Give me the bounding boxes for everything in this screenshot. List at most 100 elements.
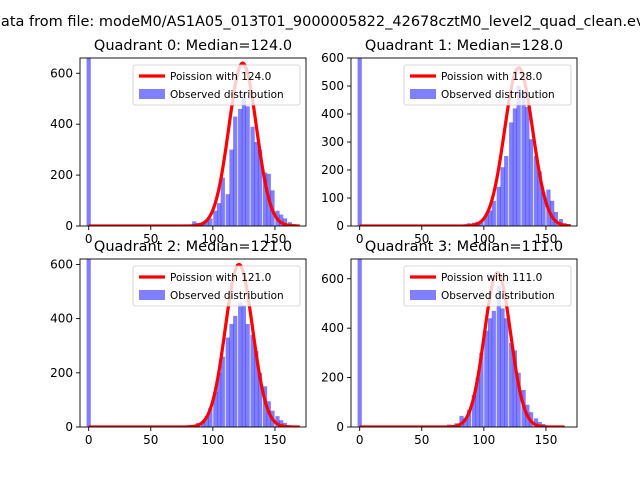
legend-box (403, 265, 572, 307)
histogram-bar (86, 259, 91, 427)
subplot-title: Quadrant 1: Median=128.0 (365, 38, 563, 54)
x-tick-label: 0 (85, 433, 93, 447)
histogram-bar (500, 167, 505, 226)
x-tick-label: 150 (535, 433, 558, 447)
subplot-title: Quadrant 3: Median=111.0 (365, 239, 563, 255)
histogram-bar (504, 156, 509, 226)
histogram-bar (279, 214, 284, 226)
y-tick-label: 400 (50, 117, 73, 131)
histogram-bar (533, 418, 539, 427)
subplot-quadrant-2: 0 50 100 150 0 200 400 600 Quadrant 2: Median=12… (50, 239, 307, 447)
x-tick-label: 0 (85, 232, 93, 246)
histogram-bar (491, 310, 496, 427)
histogram-bar (471, 394, 477, 427)
histogram-bar (233, 116, 238, 226)
subplot-quadrant-0: 0 50 100 150 0 200 400 600 Quadrant 0: Median=12… (50, 38, 307, 246)
histogram-bar (463, 418, 468, 427)
histogram-bar (208, 218, 213, 226)
y-tick-label: 400 (50, 312, 73, 326)
histogram-bar (553, 212, 558, 226)
x-tick-label: 100 (472, 433, 495, 447)
legend: Poission with 111.0 Observed distribution (403, 265, 572, 307)
histogram-bar (516, 372, 521, 427)
y-tick-label: 500 (321, 79, 344, 93)
histogram-bar (487, 210, 493, 226)
legend: Poission with 128.0 Observed distribution (403, 64, 572, 106)
histogram-bar (213, 210, 218, 226)
histogram-bar (216, 203, 222, 226)
legend: Poission with 124.0 Observed distribution (132, 64, 301, 106)
y-tick-label: 200 (321, 163, 344, 177)
histogram-bar (204, 416, 209, 427)
histogram-bar (225, 337, 230, 427)
histogram-bar (216, 372, 222, 427)
histogram-bar (479, 352, 484, 427)
histogram-bar (528, 139, 534, 226)
histogram-bar (225, 194, 230, 226)
legend-entry-poisson: Poission with 124.0 (170, 71, 271, 83)
x-tick-label: 0 (356, 433, 364, 447)
histogram-bar (487, 318, 493, 427)
y-tick-label: 300 (321, 135, 344, 149)
y-tick-label: 200 (321, 371, 344, 385)
y-tick-label: 600 (50, 66, 73, 80)
histogram-bar (262, 172, 268, 226)
histogram-bar (250, 334, 255, 427)
histogram-bar (509, 122, 514, 226)
x-tick-label: 100 (201, 433, 224, 447)
x-tick-label: 50 (414, 232, 429, 246)
histogram-bar (241, 305, 247, 427)
histogram-bar (541, 192, 546, 226)
histogram-bar (238, 302, 243, 427)
histogram-bar (550, 200, 555, 226)
histogram-bar (484, 330, 489, 427)
histogram-bar (229, 324, 234, 427)
legend-entry-observed: Observed distribution (170, 89, 284, 101)
x-tick-label: 50 (143, 433, 158, 447)
histogram-bar (245, 324, 250, 427)
histogram-bar (516, 86, 521, 226)
subplot-title: Quadrant 2: Median=121.0 (94, 239, 292, 255)
legend-bar-swatch (410, 89, 436, 99)
axes-frame (79, 258, 307, 428)
figure-suptitle: Data from file: modeM0/AS1A05_013T01_900… (0, 14, 640, 30)
histogram-bar (537, 171, 542, 226)
histogram-bar (496, 186, 501, 226)
legend-bar-swatch (410, 290, 436, 300)
y-tick-label: 0 (65, 219, 73, 233)
legend-box (403, 64, 572, 106)
histogram-bar (282, 218, 287, 226)
legend-bar-swatch (139, 89, 165, 99)
subplot-quadrant-1: 0 50 100 150 0 100 200 300 400 500 600 Quadrant 1: … (321, 38, 578, 246)
histogram-bar (500, 308, 505, 427)
histogram-bar (475, 377, 480, 427)
histogram-bar (512, 350, 518, 427)
legend-box (132, 64, 301, 106)
legend-entry-observed: Observed distribution (170, 290, 284, 302)
histogram-bar (213, 391, 218, 427)
legend-entry-poisson: Poission with 121.0 (170, 272, 271, 284)
histogram-bar (86, 58, 91, 226)
histogram-bar (245, 106, 250, 226)
histogram-bar (357, 58, 362, 226)
histogram-bar (254, 351, 259, 427)
histogram-bar (512, 108, 518, 226)
histogram-bar (250, 126, 255, 226)
histogram-bar (275, 416, 280, 427)
histogram-bar (241, 93, 247, 226)
y-tick-label: 600 (50, 257, 73, 271)
legend: Poission with 121.0 Observed distribution (132, 265, 301, 307)
legend-entry-observed: Observed distribution (441, 290, 555, 302)
poisson-curve (358, 270, 566, 427)
histogram-bar (257, 149, 263, 226)
histogram-bar (558, 219, 563, 226)
histogram-bar (496, 286, 501, 427)
histogram-bar (220, 356, 225, 427)
histogram-bar (357, 259, 362, 427)
y-tick-label: 400 (321, 107, 344, 121)
y-tick-label: 0 (336, 420, 344, 434)
plot-area (86, 259, 301, 427)
histogram-bar (484, 214, 489, 226)
y-tick-label: 600 (321, 272, 344, 286)
